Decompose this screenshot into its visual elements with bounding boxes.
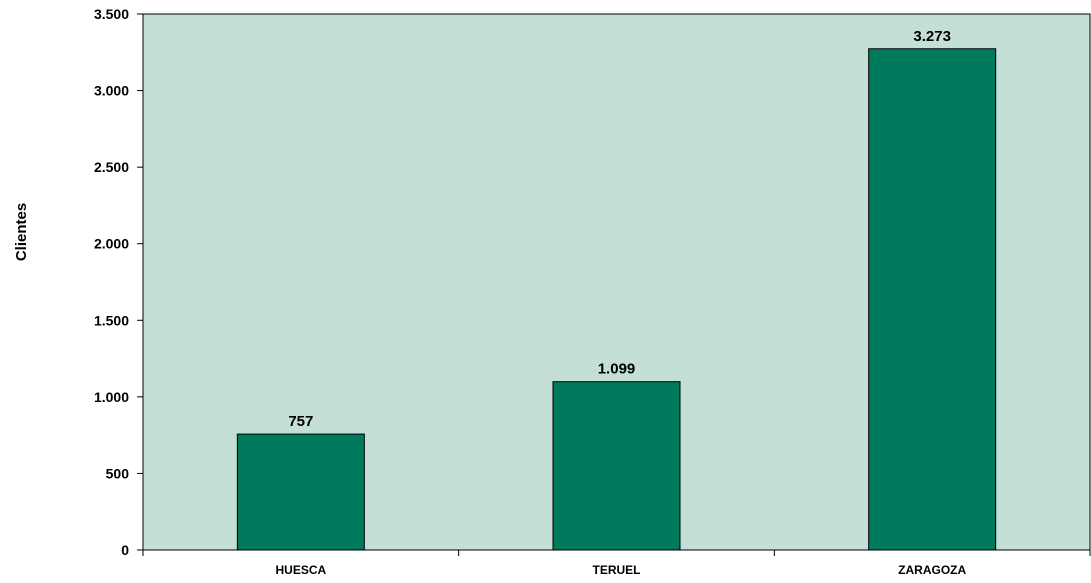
data-label-teruel: 1.099 (598, 361, 636, 378)
y-axis-title: Clientes (13, 203, 30, 261)
bar-zaragoza (868, 48, 997, 551)
y-tick-label: 3.000 (94, 83, 129, 99)
x-category-label: ZARAGOZA (898, 563, 966, 577)
bar-teruel (552, 381, 681, 551)
y-tick-label: 1.000 (94, 389, 129, 405)
bars-layer (236, 48, 997, 551)
y-tick-label: 0 (121, 542, 129, 558)
data-label-huesca: 757 (288, 413, 313, 430)
data-label-zaragoza: 3.273 (913, 28, 951, 45)
data-labels-layer: 757 1.099 3.273 (288, 28, 951, 430)
y-tick-label: 3.500 (94, 6, 129, 22)
x-axis: HUESCA TERUEL ZARAGOZA (142, 549, 1091, 577)
y-axis: 0 500 1.000 1.500 2.000 2.500 3.000 3.500 (94, 6, 144, 558)
y-tick-label: 2.000 (94, 236, 129, 252)
y-tick-label: 1.500 (94, 312, 129, 328)
y-tick-label: 500 (106, 465, 130, 481)
bar-huesca (236, 433, 365, 551)
y-tick-label: 2.500 (94, 159, 129, 175)
x-category-label: HUESCA (275, 563, 326, 577)
x-category-label: TERUEL (593, 563, 641, 577)
